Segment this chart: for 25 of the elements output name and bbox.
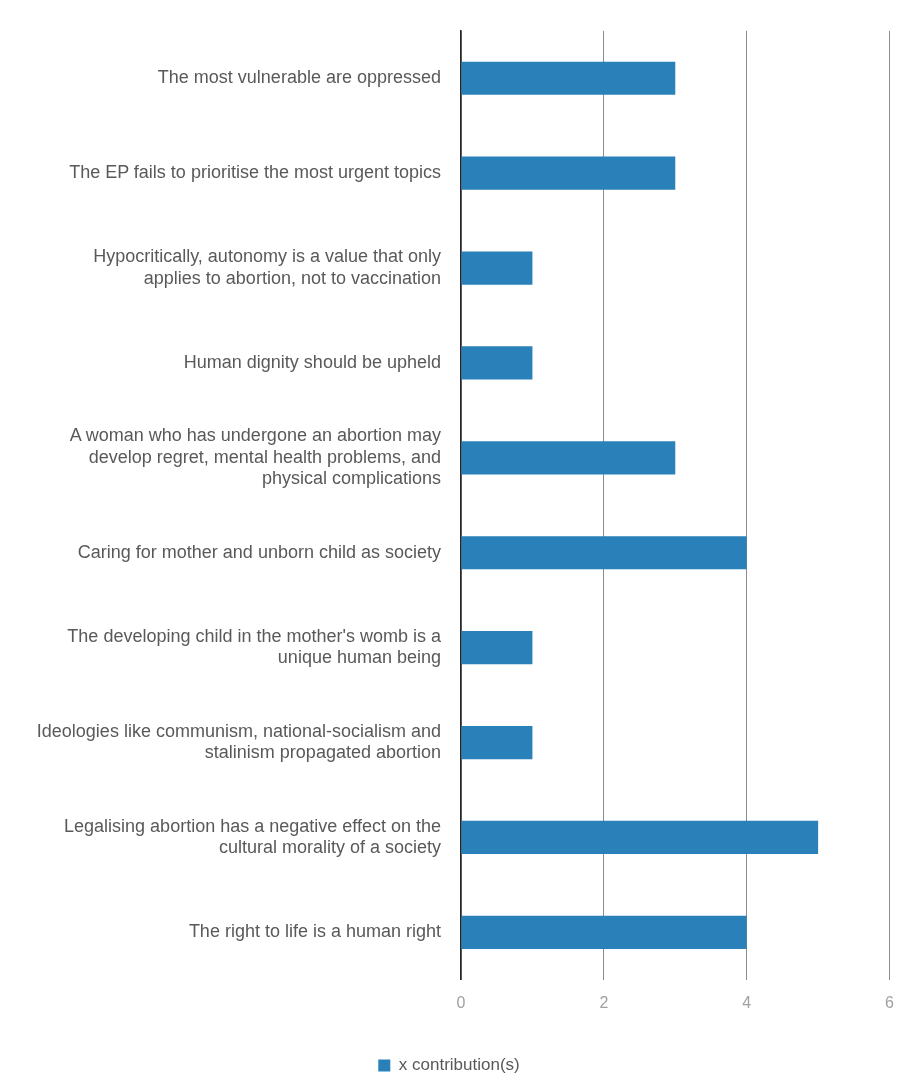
- bar: [461, 156, 676, 190]
- bar: [461, 725, 533, 760]
- y-tick-label: Legalising abortion has a negative effect on the cultural morality of a society: [64, 815, 441, 858]
- y-tick-label: Ideologies like communism, national-socialism and stalinism propagated abortion: [36, 720, 441, 763]
- bar: [461, 251, 533, 285]
- x-tick-label: 4: [742, 993, 752, 1011]
- x-tick-label: 6: [885, 993, 895, 1011]
- legend-label: x contribution(s): [398, 1055, 520, 1075]
- bar: [461, 346, 533, 380]
- y-tick-label: The EP fails to prioritise the most urgent topics: [69, 162, 441, 183]
- y-tick-label: The most vulnerable are oppressed: [157, 67, 441, 88]
- y-tick-label: Human dignity should be upheld: [183, 351, 441, 372]
- y-tick-label: Hypocritically, autonomy is a value that only applies to abortion, not to vaccination: [93, 246, 441, 288]
- y-tick-label: A woman who has undergone an abortion may develop regret, mental health problems, and physical complications: [69, 425, 441, 489]
- bar: [461, 631, 533, 665]
- bar: [461, 61, 676, 95]
- y-tick-label: The right to life is a human right: [188, 921, 441, 942]
- y-tick-label: Caring for mother and unborn child as society: [77, 541, 441, 562]
- bar: [461, 820, 819, 855]
- x-tick-label: 0: [456, 993, 466, 1011]
- bar: [461, 441, 676, 475]
- bar: [461, 915, 747, 949]
- x-tick-label: 2: [599, 993, 609, 1011]
- y-tick-label: The developing child in the mother's womb is a unique human being: [67, 625, 442, 668]
- bar: [461, 536, 747, 570]
